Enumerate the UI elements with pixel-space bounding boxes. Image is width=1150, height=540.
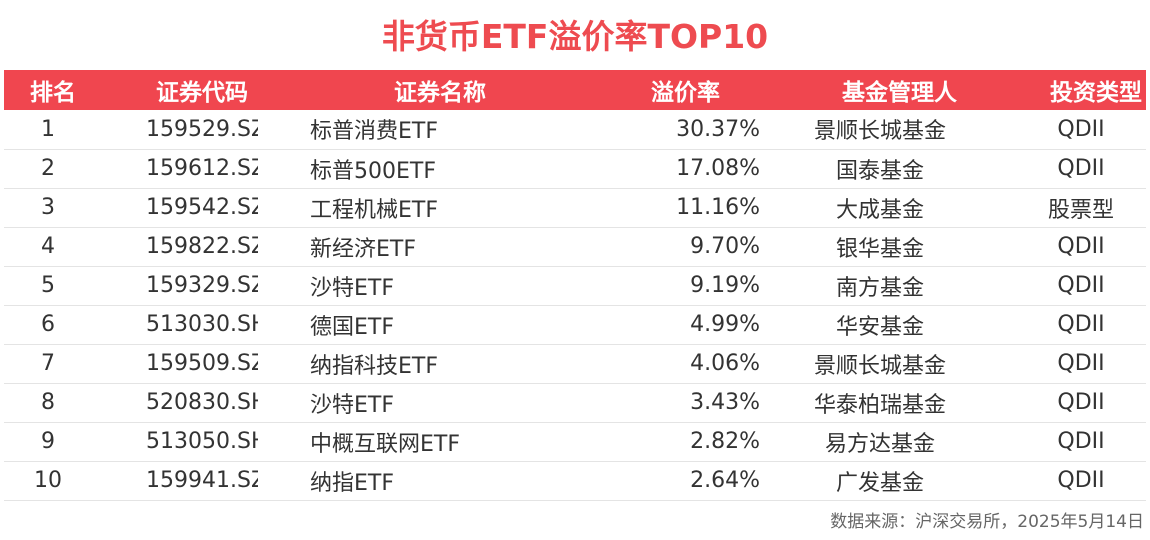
cell-name: 纳指ETF — [310, 470, 394, 496]
cell-type: QDII — [1057, 273, 1105, 298]
header-type: 投资类型 — [1050, 80, 1142, 106]
cell-code: 159509.SZ — [146, 351, 258, 376]
table-row: 3 159542.SZ 工程机械ETF 11.16% 大成基金 股票型 — [4, 188, 1146, 227]
cell-type: QDII — [1057, 116, 1105, 142]
cell-code: 159941.SZ — [146, 468, 258, 493]
cell-manager: 南方基金 — [835, 275, 924, 301]
cell-rank: 5 — [41, 273, 55, 298]
cell-type: QDII — [1057, 156, 1105, 181]
etf-premium-table: 排名 证券代码 证券名称 溢价率 基金管理人 投资类型 1 159529.SZ 标普… — [4, 70, 1146, 501]
cell-code: 159529.SZ — [146, 116, 258, 142]
cell-manager: 华泰柏瑞基金 — [813, 392, 946, 418]
page-title: 非货币ETF溢价率TOP10 — [381, 17, 769, 56]
table-row: 2 159612.SZ 标普500ETF 17.08% 国泰基金 QDII — [4, 149, 1146, 188]
table-row: 5 159329.SZ 沙特ETF 9.19% 南方基金 QDII — [4, 266, 1146, 305]
data-source-note: 数据来源：沪深交易所，2025年5月14日 — [830, 512, 1144, 532]
header-code: 证券代码 — [156, 80, 248, 106]
table-header: 排名 证券代码 证券名称 溢价率 基金管理人 投资类型 — [4, 70, 1146, 110]
cell-manager: 易方达基金 — [824, 431, 935, 457]
cell-rank: 1 — [41, 116, 55, 142]
cell-premium: 4.99% — [690, 312, 760, 337]
cell-name: 新经济ETF — [310, 236, 416, 262]
cell-rank: 7 — [41, 351, 55, 376]
cell-rank: 9 — [41, 429, 55, 454]
cell-manager: 广发基金 — [835, 470, 924, 496]
header-manager: 基金管理人 — [842, 80, 957, 106]
table-row: 8 520830.SH 沙特ETF 3.43% 华泰柏瑞基金 QDII — [4, 383, 1146, 422]
cell-type: QDII — [1057, 390, 1105, 415]
header-row: 排名 证券代码 证券名称 溢价率 基金管理人 投资类型 — [4, 70, 1146, 110]
cell-name: 标普消费ETF — [310, 119, 438, 145]
cell-name: 纳指科技ETF — [310, 353, 438, 379]
table-row: 6 513030.SH 德国ETF 4.99% 华安基金 QDII — [4, 305, 1146, 344]
cell-code: 513050.SH — [146, 429, 258, 454]
cell-rank: 8 — [41, 390, 55, 415]
cell-code: 159542.SZ — [146, 195, 258, 220]
cell-premium: 2.64% — [690, 468, 760, 493]
cell-manager: 国泰基金 — [835, 158, 924, 184]
header-premium: 溢价率 — [651, 80, 720, 106]
cell-premium: 4.06% — [690, 351, 760, 376]
cell-type: 股票型 — [1047, 197, 1114, 223]
cell-type: QDII — [1057, 429, 1105, 454]
cell-premium: 17.08% — [676, 156, 760, 181]
cell-type: QDII — [1057, 351, 1105, 376]
cell-name: 工程机械ETF — [310, 197, 438, 223]
cell-name: 中概互联网ETF — [310, 431, 460, 457]
table-body: 1 159529.SZ 标普消费ETF 30.37% 景顺长城基金 QDII 2 159612… — [4, 110, 1146, 500]
table-row: 1 159529.SZ 标普消费ETF 30.37% 景顺长城基金 QDII — [4, 110, 1146, 149]
header-rank: 排名 — [30, 80, 76, 106]
cell-premium: 30.37% — [676, 116, 760, 142]
cell-premium: 9.70% — [690, 234, 760, 259]
header-name: 证券名称 — [394, 80, 486, 106]
cell-rank: 10 — [34, 468, 62, 493]
cell-code: 159329.SZ — [146, 273, 258, 298]
cell-rank: 6 — [41, 312, 55, 337]
cell-premium: 3.43% — [690, 390, 760, 415]
cell-code: 513030.SH — [146, 312, 258, 337]
cell-name: 沙特ETF — [310, 392, 394, 418]
cell-manager: 银华基金 — [835, 236, 924, 262]
table-row: 10 159941.SZ 纳指ETF 2.64% 广发基金 QDII — [4, 461, 1146, 500]
cell-name: 沙特ETF — [310, 275, 394, 301]
cell-rank: 2 — [41, 156, 55, 181]
table-row: 4 159822.SZ 新经济ETF 9.70% 银华基金 QDII — [4, 227, 1146, 266]
cell-code: 159822.SZ — [146, 234, 258, 259]
cell-code: 520830.SH — [146, 390, 258, 415]
cell-manager: 景顺长城基金 — [813, 119, 946, 145]
cell-type: QDII — [1057, 234, 1105, 259]
cell-premium: 9.19% — [690, 273, 760, 298]
cell-premium: 2.82% — [690, 429, 760, 454]
table-row: 9 513050.SH 中概互联网ETF 2.82% 易方达基金 QDII — [4, 422, 1146, 461]
cell-type: QDII — [1057, 312, 1105, 337]
cell-code: 159612.SZ — [146, 156, 258, 181]
cell-manager: 华安基金 — [835, 314, 924, 340]
cell-manager: 大成基金 — [835, 197, 924, 223]
cell-rank: 4 — [41, 234, 55, 259]
table-row: 7 159509.SZ 纳指科技ETF 4.06% 景顺长城基金 QDII — [4, 344, 1146, 383]
cell-rank: 3 — [41, 195, 55, 220]
cell-name: 德国ETF — [310, 314, 394, 340]
cell-name: 标普500ETF — [310, 158, 436, 184]
cell-premium: 11.16% — [676, 195, 760, 220]
cell-type: QDII — [1057, 468, 1105, 493]
cell-manager: 景顺长城基金 — [813, 353, 946, 379]
